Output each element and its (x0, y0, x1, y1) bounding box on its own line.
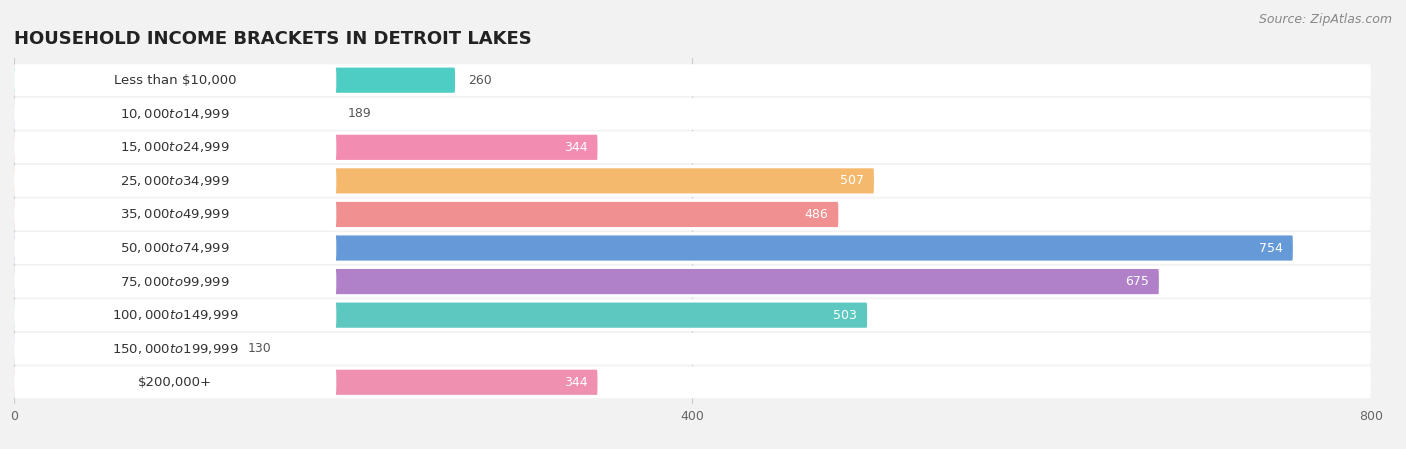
FancyBboxPatch shape (14, 202, 838, 227)
FancyBboxPatch shape (14, 370, 598, 395)
FancyBboxPatch shape (14, 201, 336, 228)
Text: 503: 503 (834, 308, 858, 321)
Text: $50,000 to $74,999: $50,000 to $74,999 (121, 241, 231, 255)
FancyBboxPatch shape (14, 269, 1159, 294)
FancyBboxPatch shape (14, 135, 598, 160)
FancyBboxPatch shape (14, 266, 1371, 298)
Text: HOUSEHOLD INCOME BRACKETS IN DETROIT LAKES: HOUSEHOLD INCOME BRACKETS IN DETROIT LAK… (14, 31, 531, 48)
Text: 486: 486 (804, 208, 828, 221)
Text: Source: ZipAtlas.com: Source: ZipAtlas.com (1258, 13, 1392, 26)
FancyBboxPatch shape (14, 68, 456, 93)
Text: 189: 189 (349, 107, 373, 120)
FancyBboxPatch shape (14, 366, 1371, 398)
FancyBboxPatch shape (14, 303, 868, 328)
FancyBboxPatch shape (14, 167, 336, 194)
FancyBboxPatch shape (14, 369, 336, 396)
FancyBboxPatch shape (14, 101, 335, 126)
Text: 344: 344 (564, 141, 588, 154)
Text: 507: 507 (839, 174, 863, 187)
FancyBboxPatch shape (14, 302, 336, 329)
Text: 344: 344 (564, 376, 588, 389)
Text: 675: 675 (1125, 275, 1149, 288)
FancyBboxPatch shape (14, 333, 1371, 365)
FancyBboxPatch shape (14, 98, 1371, 130)
FancyBboxPatch shape (14, 335, 336, 362)
FancyBboxPatch shape (14, 165, 1371, 197)
Text: 260: 260 (468, 74, 492, 87)
Text: $100,000 to $149,999: $100,000 to $149,999 (112, 308, 239, 322)
Text: 130: 130 (247, 342, 271, 355)
FancyBboxPatch shape (14, 67, 336, 93)
FancyBboxPatch shape (14, 132, 1371, 163)
FancyBboxPatch shape (14, 64, 1371, 96)
Text: $25,000 to $34,999: $25,000 to $34,999 (121, 174, 231, 188)
FancyBboxPatch shape (14, 234, 336, 261)
FancyBboxPatch shape (14, 100, 336, 127)
Text: $150,000 to $199,999: $150,000 to $199,999 (112, 342, 239, 356)
FancyBboxPatch shape (14, 299, 1371, 331)
FancyBboxPatch shape (14, 336, 235, 361)
FancyBboxPatch shape (14, 198, 1371, 230)
Text: $10,000 to $14,999: $10,000 to $14,999 (121, 107, 231, 121)
FancyBboxPatch shape (14, 134, 336, 161)
Text: $75,000 to $99,999: $75,000 to $99,999 (121, 275, 231, 289)
Text: Less than $10,000: Less than $10,000 (114, 74, 236, 87)
FancyBboxPatch shape (14, 235, 1294, 260)
Text: $35,000 to $49,999: $35,000 to $49,999 (121, 207, 231, 221)
FancyBboxPatch shape (14, 268, 336, 295)
Text: $200,000+: $200,000+ (138, 376, 212, 389)
FancyBboxPatch shape (14, 168, 875, 194)
FancyBboxPatch shape (14, 232, 1371, 264)
Text: 754: 754 (1258, 242, 1282, 255)
Text: $15,000 to $24,999: $15,000 to $24,999 (121, 141, 231, 154)
